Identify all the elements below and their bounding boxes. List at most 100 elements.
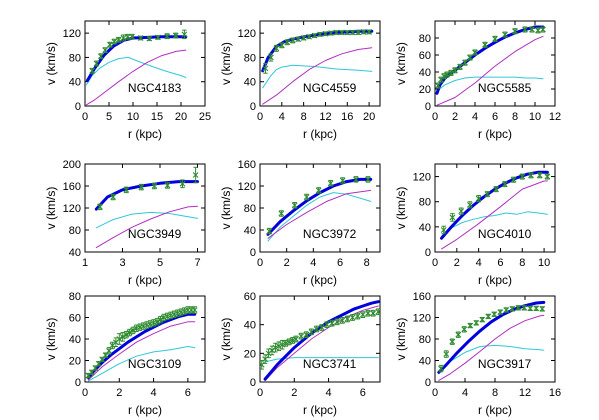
chart-panel-ngc4010: 0 2 4 6 8 10 0 40 80 120 r (kpc) v (km/s) NGC4010 xyxy=(394,163,556,287)
data-point xyxy=(360,29,367,35)
data-point xyxy=(435,82,441,89)
y-tick-label: 120 xyxy=(63,203,81,215)
data-point xyxy=(444,71,450,78)
y-tick-label: 0 xyxy=(425,101,431,113)
data-point xyxy=(344,29,351,36)
data-point xyxy=(359,311,366,318)
data-point xyxy=(467,54,473,61)
y-axis-title: v (km/s) xyxy=(219,42,233,85)
data-point xyxy=(527,305,534,312)
galaxy-label: NGC3741 xyxy=(303,357,357,371)
x-tick-label: 4 xyxy=(310,257,316,269)
plot-frame xyxy=(434,163,556,253)
galaxy-label: NGC3109 xyxy=(128,357,182,371)
data-point xyxy=(308,328,315,335)
x-tick-label: 16 xyxy=(549,387,561,399)
gas-curve xyxy=(87,346,196,382)
data-point xyxy=(126,329,133,336)
x-tick-label: 16 xyxy=(341,111,353,123)
disk-curve xyxy=(95,205,198,249)
x-tick-label: 1 xyxy=(82,257,88,269)
galaxy-label: NGC4559 xyxy=(303,81,357,95)
galaxy-label: NGC3949 xyxy=(128,227,182,241)
data-point xyxy=(107,41,113,48)
data-point xyxy=(521,304,528,311)
data-point xyxy=(102,47,109,54)
plot-area xyxy=(260,300,380,382)
plot-area xyxy=(435,25,546,106)
y-tick-label: 40 xyxy=(244,77,256,89)
y-tick-label: 40 xyxy=(69,247,81,259)
x-tick-label: 2 xyxy=(291,387,297,399)
x-tick-label: 7 xyxy=(194,257,200,269)
data-point xyxy=(536,172,543,179)
y-tick-label: 0 xyxy=(250,377,256,389)
data-point xyxy=(344,316,351,322)
plot-area xyxy=(440,170,551,250)
data-point xyxy=(318,324,325,331)
x-axis-title: r (kpc) xyxy=(128,127,162,141)
x-tick-label: 6 xyxy=(492,111,498,123)
y-tick-label: 80 xyxy=(69,52,81,64)
data-point xyxy=(289,37,296,44)
data-point xyxy=(349,29,356,36)
y-tick-label: 120 xyxy=(413,313,431,325)
y-tick-label: 60 xyxy=(69,313,81,325)
data-point xyxy=(273,45,280,52)
data-point xyxy=(467,322,474,329)
chart-panel-ngc5585: 0 2 4 6 8 10 12 0 20 40 60 80 r (kpc) v (km/s) NGC5585 xyxy=(394,20,561,141)
y-tick-label: 120 xyxy=(63,28,81,40)
data-point xyxy=(449,338,456,345)
x-tick-label: 0 xyxy=(82,387,88,399)
data-point xyxy=(515,304,522,311)
x-tick-label: 0 xyxy=(432,111,438,123)
data-point xyxy=(151,183,158,189)
data-point xyxy=(268,54,274,61)
y-tick-label: 0 xyxy=(75,377,81,389)
data-point xyxy=(322,30,329,37)
data-point xyxy=(111,38,118,45)
gas-curve xyxy=(441,211,548,237)
data-point xyxy=(266,228,273,234)
plot-frame xyxy=(259,20,381,107)
y-axis-title: v (km/s) xyxy=(394,318,408,361)
data-point xyxy=(493,186,499,193)
data-point xyxy=(138,184,145,190)
y-axis-title: v (km/s) xyxy=(394,42,408,85)
data-point xyxy=(192,172,199,178)
data-point xyxy=(119,333,126,340)
gas-curve xyxy=(85,56,187,86)
x-tick-label: 6 xyxy=(337,257,343,269)
data-point xyxy=(438,365,444,372)
x-tick-label: 12 xyxy=(549,111,561,123)
data-point xyxy=(375,308,380,315)
x-tick-label: 6 xyxy=(360,387,366,399)
plot-area xyxy=(85,29,188,106)
gas-curve xyxy=(438,344,545,375)
data-point xyxy=(339,177,346,184)
x-tick-label: 0 xyxy=(257,257,263,269)
y-axis-title: v (km/s) xyxy=(44,318,58,361)
chart-panel-ngc3949: 1 3 5 7 40 80 120 160 200 r (kpc) v (km/s) NGC3949 xyxy=(44,159,206,287)
x-tick-label: 10 xyxy=(538,257,550,269)
data-point xyxy=(349,314,356,321)
y-tick-label: 80 xyxy=(69,225,81,237)
disk-curve xyxy=(438,314,545,381)
y-axis-title: v (km/s) xyxy=(44,187,58,230)
disk-curve xyxy=(87,321,196,381)
x-tick-label: 6 xyxy=(185,387,191,399)
data-point xyxy=(539,306,546,312)
galaxy-label: NGC3972 xyxy=(303,227,357,241)
y-tick-label: 80 xyxy=(419,33,431,45)
data-point xyxy=(303,331,310,338)
data-point xyxy=(155,34,161,41)
gas-curve xyxy=(264,357,379,363)
data-point xyxy=(329,320,335,327)
data-point xyxy=(295,36,302,43)
data-point xyxy=(317,31,323,38)
y-axis-title: v (km/s) xyxy=(219,318,233,361)
x-tick-label: 5 xyxy=(106,111,112,123)
x-axis-title: r (kpc) xyxy=(478,273,512,287)
data-point xyxy=(467,201,473,208)
